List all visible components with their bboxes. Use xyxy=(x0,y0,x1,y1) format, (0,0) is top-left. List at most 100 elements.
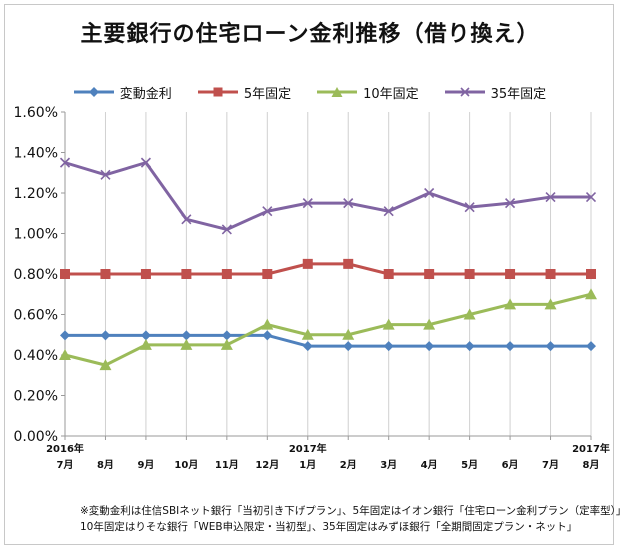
data-point-square xyxy=(505,269,516,279)
data-point-diamond xyxy=(383,341,394,352)
data-point-x xyxy=(545,191,556,203)
data-point-square xyxy=(60,269,70,279)
data-point-triangle xyxy=(342,328,355,340)
data-point-x xyxy=(262,206,273,217)
x-tick-label-month: 8月 xyxy=(97,459,114,471)
x-tick-label-month: 8月 xyxy=(583,459,600,471)
footnote-line-1: ※変動金利は住信SBIネット銀行「当初引き下げプラン」、5年固定はイオン銀行「住… xyxy=(80,505,620,517)
data-point-diamond xyxy=(60,330,70,341)
data-point-x xyxy=(585,191,597,203)
data-point-x xyxy=(302,198,313,209)
y-tick-label: 1.60% xyxy=(14,105,58,121)
data-point-diamond xyxy=(545,341,556,352)
data-point-triangle xyxy=(99,359,112,371)
data-point-x xyxy=(181,214,192,225)
y-tick-label: 0.60% xyxy=(14,308,58,324)
data-point-x xyxy=(343,198,354,209)
data-point-diamond xyxy=(140,330,151,341)
data-point-diamond xyxy=(464,341,475,352)
data-point-triangle xyxy=(301,328,314,340)
x-tick-label-year: 2017年 xyxy=(289,442,327,455)
data-point-x xyxy=(59,157,71,168)
series-line-3 xyxy=(64,161,591,231)
data-point-square xyxy=(140,269,151,279)
legend-item-35year: 35年固定 xyxy=(444,83,547,102)
x-tick-label-month: 1月 xyxy=(299,459,316,471)
x-tick-label-year: 2017年 xyxy=(572,442,610,455)
data-point-diamond xyxy=(302,341,313,352)
legend-label-hendo: 変動金利 xyxy=(119,86,172,102)
data-point-triangle xyxy=(382,318,395,330)
y-tick-label: 1.40% xyxy=(14,146,58,162)
data-point-triangle xyxy=(585,288,597,300)
data-point-diamond xyxy=(100,330,111,341)
data-point-diamond xyxy=(262,330,273,341)
x-tick-label-month: 6月 xyxy=(502,459,519,471)
footnote: ※変動金利は住信SBIネット銀行「当初引き下げプラン」、5年固定はイオン銀行「住… xyxy=(80,503,620,535)
x-tick-label-month: 10月 xyxy=(174,459,198,471)
data-point-diamond xyxy=(424,341,435,352)
data-point-triangle xyxy=(220,338,233,350)
legend-label-35year: 35年固定 xyxy=(490,86,547,102)
data-point-diamond xyxy=(221,330,232,341)
data-point-diamond xyxy=(586,341,596,352)
data-point-square xyxy=(586,269,596,279)
data-point-x xyxy=(464,202,475,213)
data-point-diamond xyxy=(505,341,516,352)
series-line-0 xyxy=(65,333,591,348)
data-point-square xyxy=(221,269,232,279)
y-tick-label: 0.40% xyxy=(14,348,58,364)
data-point-triangle xyxy=(261,318,274,330)
legend-marker-35year xyxy=(444,87,485,97)
legend-marker-5year xyxy=(197,87,238,97)
data-point-x xyxy=(505,198,516,209)
data-point-square xyxy=(464,269,475,279)
data-point-square xyxy=(181,269,192,279)
series-line-2 xyxy=(64,292,592,367)
legend-marker-10year xyxy=(317,87,358,97)
legend-item-10year: 10年固定 xyxy=(317,83,419,102)
chart-legend: 変動金利 5年固定 10年固定 35年固定 xyxy=(0,80,620,104)
data-point-triangle xyxy=(139,338,152,350)
x-tick-label-month: 12月 xyxy=(255,459,279,471)
data-point-x xyxy=(383,206,394,217)
data-point-x xyxy=(100,169,111,180)
data-point-triangle xyxy=(423,318,436,330)
y-tick-label: 1.20% xyxy=(14,186,58,202)
data-point-square xyxy=(343,258,354,269)
data-point-triangle xyxy=(59,349,71,360)
data-point-triangle xyxy=(544,298,557,310)
data-point-x xyxy=(221,224,232,235)
y-tick-label: 0.20% xyxy=(14,389,58,405)
data-point-triangle xyxy=(180,338,193,350)
x-tick-label-month: 5月 xyxy=(461,459,478,471)
footnote-line-2: 10年固定はりそな銀行「WEB申込限定・当初型」、35年固定はみずほ銀行「全期間… xyxy=(80,521,578,533)
legend-label-10year: 10年固定 xyxy=(363,86,419,102)
x-tick-label-month: 3月 xyxy=(380,459,397,471)
x-tick-label-month: 11月 xyxy=(215,459,239,471)
data-point-square xyxy=(383,269,394,279)
legend-label-5year: 5年固定 xyxy=(243,86,292,102)
data-point-triangle xyxy=(463,308,476,320)
chart-title: 主要銀行の住宅ローン金利推移（借り換え） xyxy=(80,22,540,47)
data-point-square xyxy=(545,269,556,279)
series-line-1 xyxy=(65,262,591,276)
x-tick-label-month: 4月 xyxy=(421,459,438,471)
legend-marker-hendo xyxy=(73,87,114,97)
data-point-square xyxy=(100,269,111,279)
x-tick-label-month: 7月 xyxy=(57,459,74,471)
x-tick-label-month: 7月 xyxy=(542,459,559,471)
x-tick-label-month: 9月 xyxy=(137,459,154,471)
data-point-square xyxy=(262,269,273,279)
x-tick-label-year: 2016年 xyxy=(46,442,84,455)
data-point-x xyxy=(140,157,151,168)
y-tick-label: 0.00% xyxy=(14,429,58,445)
y-tick-label: 1.00% xyxy=(14,227,58,243)
data-point-diamond xyxy=(181,330,192,341)
data-point-diamond xyxy=(343,341,354,352)
data-point-square xyxy=(424,269,435,279)
data-point-square xyxy=(302,258,313,269)
legend-item-hendo: 変動金利 xyxy=(73,83,172,102)
data-point-x xyxy=(424,187,435,199)
